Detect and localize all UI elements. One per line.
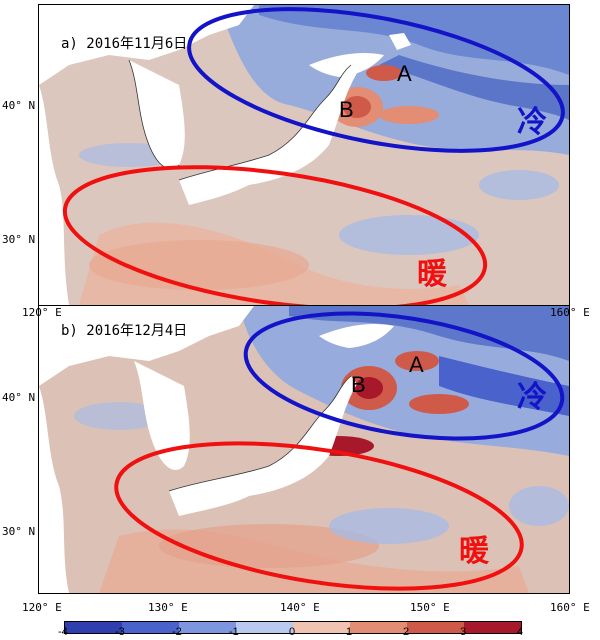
colorbar-tick-label: 4 — [517, 626, 524, 638]
colorbar-tick-label: -1 — [229, 626, 239, 638]
colorbar-swatch — [122, 622, 179, 633]
colorbar — [64, 621, 522, 634]
lon-label-160e-top: 160° E — [550, 306, 590, 319]
lat-label-40n-b: 40° N — [2, 391, 36, 404]
colorbar-tick-label: 0 — [289, 626, 296, 638]
map-panel-b: b) 2016年12月4日 A B 冷 暖 — [38, 305, 570, 594]
map-panel-a: a) 2016年11月6日 A B 冷 暖 — [38, 4, 570, 306]
lon-label-120e: 120° E — [22, 601, 62, 614]
colorbar-swatch — [293, 622, 350, 633]
colorbar-tick-label: 1 — [346, 626, 353, 638]
lon-label-130e: 130° E — [148, 601, 188, 614]
anomaly-map-b — [39, 306, 569, 593]
eddy-b-label: B — [351, 372, 366, 397]
eddy-a-label: A — [397, 61, 412, 86]
colorbar-swatch — [464, 622, 521, 633]
warm-label: 暖 — [417, 257, 447, 292]
cold-label: 冷 — [517, 105, 547, 140]
warm-label: 暖 — [459, 534, 489, 569]
lon-label-120e-top: 120° E — [22, 306, 62, 319]
lon-label-160e: 160° E — [550, 601, 590, 614]
colorbar-swatch — [65, 622, 122, 633]
eddy-b-label: B — [339, 97, 354, 122]
panel-b-title: b) 2016年12月4日 — [61, 323, 188, 339]
eddy-a-label: A — [409, 352, 424, 377]
panel-a-title: a) 2016年11月6日 — [61, 36, 188, 52]
lat-label-30n-a: 30° N — [2, 233, 36, 246]
colorbar-swatch — [407, 622, 464, 633]
lon-label-150e: 150° E — [410, 601, 450, 614]
lon-label-140e: 140° E — [280, 601, 320, 614]
colorbar-swatch — [236, 622, 293, 633]
anomaly-map-a — [39, 5, 569, 305]
colorbar-tick-label: -2 — [172, 626, 182, 638]
cold-label: 冷 — [517, 380, 547, 415]
colorbar-tick-label: 2 — [403, 626, 410, 638]
colorbar-swatch — [179, 622, 236, 633]
colorbar-tick-label: -4 — [58, 626, 68, 638]
colorbar-tick-label: -3 — [115, 626, 125, 638]
colorbar-swatch — [350, 622, 407, 633]
lat-label-40n-a: 40° N — [2, 99, 36, 112]
colorbar-tick-label: 3 — [460, 626, 467, 638]
lat-label-30n-b: 30° N — [2, 525, 36, 538]
